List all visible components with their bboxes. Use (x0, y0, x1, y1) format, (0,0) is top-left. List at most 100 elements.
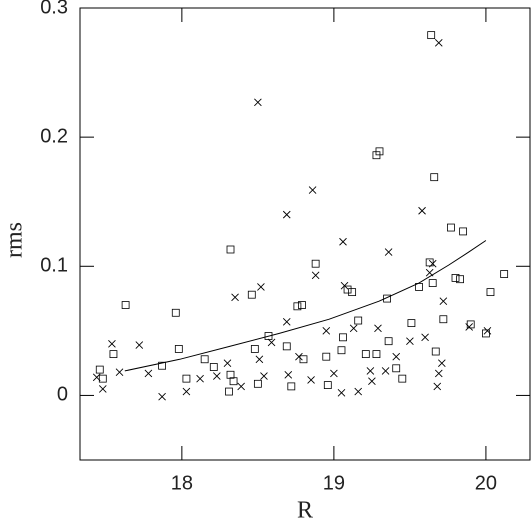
cross-point (465, 323, 474, 331)
square-point (253, 379, 262, 388)
cross-point (295, 352, 303, 361)
cross-point (307, 376, 315, 384)
square-point (322, 352, 331, 361)
square-point (226, 370, 235, 379)
square-point (500, 270, 509, 278)
cross-point (98, 385, 107, 393)
square-point (323, 381, 332, 389)
y-tick-label: 0.3 (40, 0, 68, 18)
square-point (431, 347, 440, 356)
cross-point (374, 324, 382, 333)
cross-point (257, 283, 265, 291)
square-point (174, 345, 183, 353)
square-point (171, 308, 180, 317)
cross-point (439, 297, 448, 305)
square-point (225, 387, 233, 396)
square-point (372, 151, 381, 160)
square-point (247, 290, 256, 299)
cross-point (144, 369, 153, 378)
cross-point (340, 281, 349, 290)
square-point (456, 275, 464, 284)
cross-point (182, 387, 191, 396)
cross-point (433, 382, 442, 391)
cross-point (213, 372, 221, 380)
square-point (299, 355, 308, 364)
y-tick-label: 0 (57, 384, 68, 406)
square-point (354, 316, 363, 325)
square-point (447, 223, 455, 232)
cross-point (434, 369, 443, 378)
square-point (109, 350, 118, 359)
cross-point (260, 372, 268, 380)
cross-point (92, 373, 101, 382)
y-tick-label: 0.1 (40, 255, 68, 277)
square-point (250, 345, 259, 353)
cross-point (349, 324, 358, 333)
cross-point (421, 333, 429, 342)
square-point (95, 365, 104, 374)
cross-point (368, 377, 376, 386)
cross-point (267, 338, 276, 347)
cross-point (322, 327, 331, 335)
cross-point (282, 317, 291, 326)
square-point (121, 301, 130, 309)
cross-point (381, 367, 390, 375)
square-point (486, 288, 495, 297)
square-point (282, 342, 291, 351)
square-point (482, 329, 490, 338)
y-axis-label: rms (2, 222, 28, 258)
square-point (398, 374, 407, 383)
cross-point (231, 293, 239, 302)
square-point (182, 374, 191, 383)
square-point (209, 363, 218, 371)
cross-point (223, 359, 232, 367)
y-tick-label: 0.2 (40, 125, 68, 147)
square-point (427, 31, 436, 40)
square-point (425, 258, 434, 267)
x-tick-label: 18 (171, 472, 193, 494)
cross-point (434, 39, 443, 47)
cross-point (339, 237, 347, 246)
cross-point (354, 387, 363, 396)
plot-frame (79, 7, 531, 461)
square-point (293, 302, 302, 311)
square-point (348, 288, 357, 297)
square-point (430, 173, 439, 182)
cross-point (308, 186, 317, 194)
square-point (229, 377, 238, 386)
square-point (311, 259, 320, 268)
x-axis-label: R (297, 498, 313, 523)
cross-point (196, 374, 204, 383)
square-point (466, 320, 475, 329)
square-point (226, 245, 235, 254)
cross-point (237, 382, 245, 391)
square-point (361, 350, 370, 359)
square-point (407, 319, 416, 328)
square-point (98, 374, 107, 383)
cross-point (406, 337, 414, 346)
cross-point (158, 392, 166, 401)
cross-point (254, 98, 262, 107)
square-point (298, 301, 306, 309)
square-point (459, 227, 468, 236)
cross-point (135, 341, 144, 349)
fit-curve (124, 240, 487, 372)
square-point (384, 337, 393, 346)
cross-point (284, 370, 293, 379)
square-point (200, 355, 209, 364)
square-point (339, 333, 347, 342)
square-point (392, 364, 401, 373)
cross-point (483, 327, 492, 335)
cross-point (428, 259, 437, 268)
x-tick-label: 20 (475, 472, 497, 494)
square-point (428, 279, 437, 287)
cross-point (255, 355, 264, 364)
cross-point (330, 369, 338, 378)
cross-point (366, 367, 375, 375)
cross-point (108, 339, 116, 348)
x-tick-label: 19 (323, 472, 345, 494)
cross-point (438, 359, 446, 367)
cross-point (282, 210, 291, 219)
square-point (337, 346, 346, 355)
